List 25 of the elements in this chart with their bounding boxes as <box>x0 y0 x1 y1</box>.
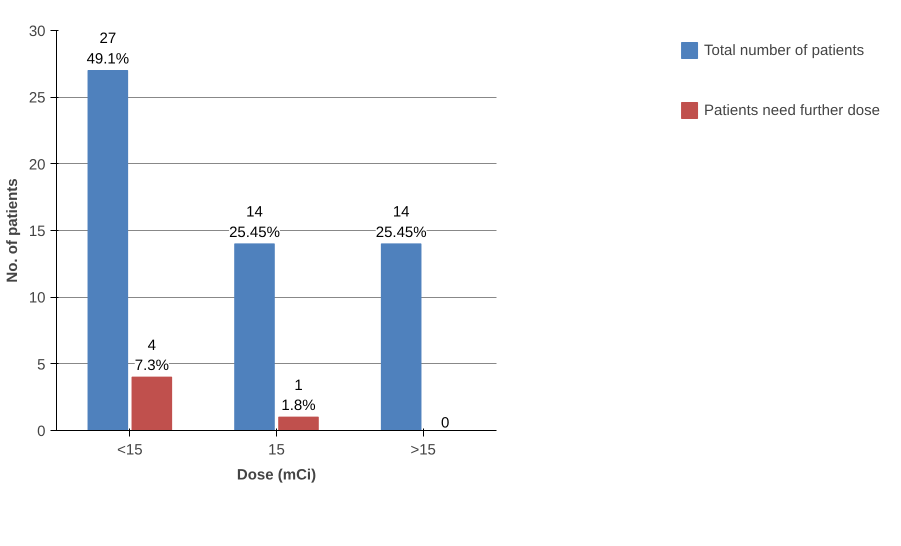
bar <box>380 243 422 430</box>
bar <box>278 416 319 430</box>
x-tick-label: 15 <box>268 442 285 458</box>
data-label: 0 <box>440 414 450 432</box>
bar <box>88 70 128 430</box>
y-tick-label: 5 <box>37 356 46 374</box>
x-tick-label: >15 <box>410 442 436 458</box>
legend-label: Patients need further dose <box>704 102 880 118</box>
y-tick-label: 30 <box>28 23 46 40</box>
y-tick-label: 25 <box>28 90 46 107</box>
data-label: 14 25.45% <box>229 203 280 241</box>
legend-label: Total number of patients <box>704 42 864 58</box>
data-label: 4 7.3% <box>134 336 169 374</box>
data-label: 14 25.45% <box>376 203 427 241</box>
y-tick-label: 10 <box>28 290 46 307</box>
bar <box>132 376 172 430</box>
y-axis-title: No. of patients <box>4 178 21 283</box>
x-axis-title: Dose (mCi) <box>236 466 316 484</box>
y-tick-label: 20 <box>28 156 46 174</box>
bar <box>234 243 275 430</box>
y-tick-label: 0 <box>37 423 46 440</box>
data-label: 27 49.1% <box>86 30 130 68</box>
y-tick-label: 15 <box>28 223 46 240</box>
data-label: 1 1.8% <box>281 376 316 414</box>
x-tick-label: <15 <box>117 442 143 458</box>
